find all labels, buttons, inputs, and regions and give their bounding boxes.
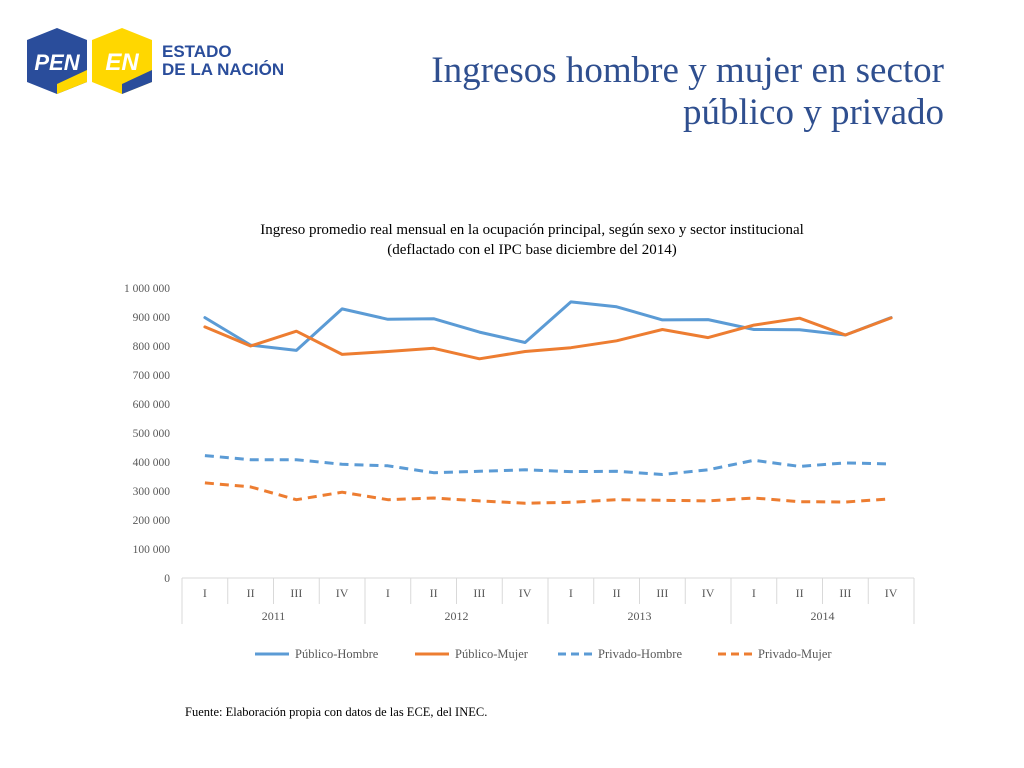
x-quarter-label: II bbox=[247, 586, 255, 600]
pen-logo-text: PEN bbox=[34, 50, 80, 75]
y-tick-label: 800 000 bbox=[133, 341, 171, 353]
logo-estado-text: ESTADO bbox=[162, 42, 232, 61]
series-line-p-blico-hombre bbox=[203, 300, 893, 352]
x-quarter-label: IV bbox=[885, 586, 898, 600]
x-quarter-label: III bbox=[290, 586, 302, 600]
x-quarter-label: IV bbox=[702, 586, 715, 600]
y-tick-label: 700 000 bbox=[133, 370, 171, 382]
x-quarter-label: III bbox=[656, 586, 668, 600]
chart-title-line1: Ingreso promedio real mensual en la ocup… bbox=[260, 222, 804, 238]
pen-logo-accent bbox=[57, 70, 87, 94]
logo-de-la-nacion-text: DE LA NACIÓN bbox=[162, 60, 284, 79]
legend-label: Público-Mujer bbox=[455, 647, 529, 661]
en-logo-text: EN bbox=[105, 49, 139, 76]
y-tick-label: 300 000 bbox=[133, 486, 171, 498]
en-logo-accent bbox=[122, 70, 152, 94]
x-quarter-label: II bbox=[430, 586, 438, 600]
x-quarter-label: I bbox=[569, 586, 573, 600]
legend-label: Privado-Mujer bbox=[758, 647, 832, 661]
x-year-label: 2012 bbox=[445, 609, 469, 623]
source-note: Fuente: Elaboración propia con datos de … bbox=[185, 705, 488, 719]
series-line-p-blico-mujer bbox=[203, 316, 893, 361]
slide-title-line1: Ingresos hombre y mujer en sector bbox=[431, 50, 944, 91]
x-year-label: 2014 bbox=[811, 609, 835, 623]
x-quarter-label: III bbox=[473, 586, 485, 600]
x-quarter-label: I bbox=[386, 586, 390, 600]
y-tick-label: 900 000 bbox=[133, 312, 171, 324]
x-quarter-label: II bbox=[613, 586, 621, 600]
estado-de-la-nacion-logo: PEN EN ESTADO DE LA NACIÓN bbox=[27, 28, 284, 94]
x-year-label: 2011 bbox=[262, 609, 286, 623]
y-tick-label: 500 000 bbox=[133, 428, 171, 440]
slide-title: Ingresos hombre y mujer en sector públic… bbox=[244, 50, 944, 134]
x-quarter-label: II bbox=[796, 586, 804, 600]
y-tick-label: 0 bbox=[164, 573, 170, 585]
series-line-privado-hombre bbox=[204, 454, 892, 476]
y-tick-label: 600 000 bbox=[133, 399, 171, 411]
y-tick-label: 100 000 bbox=[133, 544, 171, 556]
chart-title-line2: (deflactado con el IPC base diciembre de… bbox=[387, 242, 677, 258]
slide-title-line2: público y privado bbox=[682, 92, 944, 133]
chart-title: Ingreso promedio real mensual en la ocup… bbox=[200, 220, 864, 260]
x-quarter-label: III bbox=[839, 586, 851, 600]
legend-label: Privado-Hombre bbox=[598, 647, 682, 661]
legend-label: Público-Hombre bbox=[295, 647, 379, 661]
y-tick-label: 200 000 bbox=[133, 515, 171, 527]
series-line-privado-mujer bbox=[204, 481, 892, 505]
x-quarter-label: IV bbox=[336, 586, 349, 600]
y-tick-label: 1 000 000 bbox=[124, 283, 170, 295]
x-quarter-label: IV bbox=[519, 586, 532, 600]
x-year-label: 2013 bbox=[628, 609, 652, 623]
y-tick-label: 400 000 bbox=[133, 457, 171, 469]
x-quarter-label: I bbox=[752, 586, 756, 600]
x-quarter-label: I bbox=[203, 586, 207, 600]
